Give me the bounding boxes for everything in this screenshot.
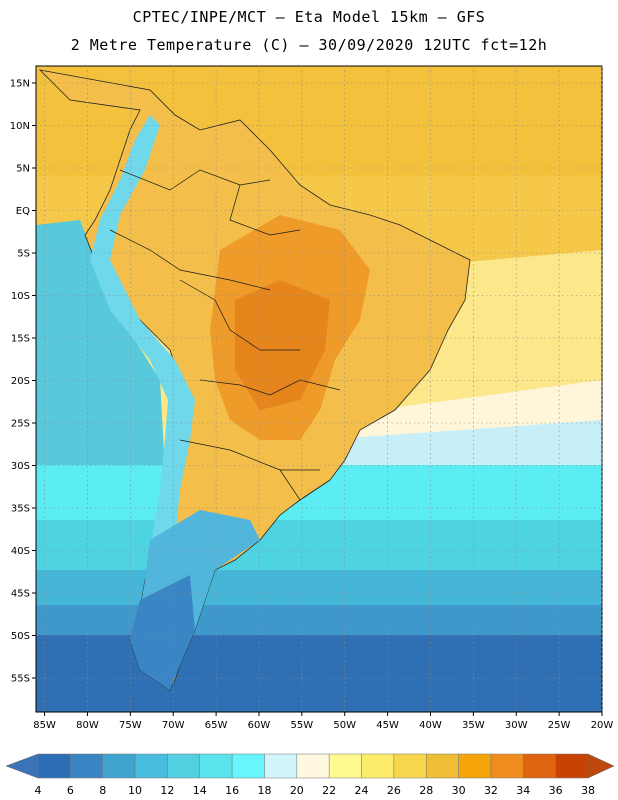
colorbar-label: 8	[99, 784, 106, 797]
longitude-label: 55W	[291, 720, 314, 731]
colorbar-label: 10	[128, 784, 142, 797]
longitude-labels: 85W 80W 75W 70W 65W 60W 55W 50W 45W 40W 35W 30W 25W 2…	[33, 720, 613, 731]
colorbar-bin	[425, 753, 459, 779]
colorbar-over-arrow	[587, 753, 615, 779]
colorbar-bin	[102, 753, 136, 779]
colorbar-label: 24	[355, 784, 369, 797]
colorbar-label: 14	[193, 784, 207, 797]
colorbar-label: 36	[549, 784, 563, 797]
latitude-label: 15S	[11, 334, 30, 345]
map-frame	[35, 65, 603, 713]
longitude-label: 25W	[548, 720, 571, 731]
latitude-label: 50S	[11, 631, 30, 642]
teal-sea-band	[36, 520, 602, 575]
latitude-label: 55S	[11, 674, 30, 685]
colorbar-label: 32	[484, 784, 498, 797]
longitude-label: 75W	[119, 720, 142, 731]
colorbar-bin	[523, 753, 556, 779]
colorbar-label: 18	[257, 784, 271, 797]
latitude-label: 30S	[11, 461, 30, 472]
andes-cool-spine	[90, 115, 195, 560]
colorbar-label: 4	[35, 784, 42, 797]
latitude-label: 10S	[11, 291, 30, 302]
patagonia-cold	[130, 575, 195, 690]
colorbar-label: 20	[290, 784, 304, 797]
lat-lon-grid	[32, 66, 603, 716]
colorbar-bin	[490, 753, 524, 779]
map-title-field: 2 Metre Temperature (C) – 30/09/2020 12U…	[70, 36, 548, 54]
colorbar-bin	[264, 753, 298, 779]
latitude-label: 35S	[11, 504, 30, 515]
latitude-label: 10N	[10, 121, 30, 132]
latitude-label: 20S	[11, 376, 30, 387]
temperature-field	[36, 66, 602, 712]
deep-blue-sea-band	[36, 635, 602, 712]
longitude-label: 80W	[76, 720, 99, 731]
colorbar-bin	[134, 753, 168, 779]
colorbar-label: 38	[581, 784, 595, 797]
colorbar-label: 6	[67, 784, 74, 797]
latitude-label: 15N	[10, 79, 30, 90]
colorbar-bin	[231, 753, 265, 779]
mid-blue-sea-band	[36, 605, 602, 640]
latitude-label: 5N	[16, 164, 30, 175]
longitude-label: 70W	[162, 720, 185, 731]
pacific-cool	[36, 220, 165, 470]
colorbar-bin	[393, 753, 427, 779]
longitude-label: 60W	[248, 720, 271, 731]
latitude-labels: 15N 10N 5N EQ 5S 10S 15S 20S 25S 30S 35S 40S 45S 50S 5…	[10, 79, 30, 685]
colorbar-label: 16	[225, 784, 239, 797]
latitude-label: 25S	[11, 419, 30, 430]
colorbar-bin	[199, 753, 233, 779]
colorbar-bin	[37, 753, 71, 779]
latitude-label: 40S	[11, 546, 30, 557]
latitude-label: 45S	[11, 589, 30, 600]
longitude-label: 50W	[333, 720, 356, 731]
colorbar-under-arrow	[5, 753, 39, 779]
latitude-label: 5S	[17, 249, 30, 260]
temperature-map: 15N 10N 5N EQ 5S 10S 15S 20S 25S 30S 35S 40S 45S 50S 5…	[10, 65, 613, 731]
temperature-colorbar: 4 6 8 10 12 14 16 18 20 22 24 26 28 30 32 34 36 38	[5, 753, 615, 797]
colorbar-bin	[458, 753, 492, 779]
blue-sea-band	[36, 570, 602, 610]
longitude-label: 65W	[205, 720, 228, 731]
colorbar-bin	[361, 753, 395, 779]
country-borders	[109, 169, 341, 501]
colorbar-bin	[167, 753, 201, 779]
colorbar-bin	[555, 753, 589, 779]
longitude-label: 30W	[505, 720, 528, 731]
longitude-label: 35W	[462, 720, 485, 731]
longitude-label: 40W	[419, 720, 442, 731]
colorbar-label: 22	[322, 784, 336, 797]
colorbar-label: 34	[516, 784, 530, 797]
longitude-label: 45W	[376, 720, 399, 731]
colorbar-label: 26	[387, 784, 401, 797]
colorbar-bin	[70, 753, 103, 779]
colorbar-label: 28	[419, 784, 433, 797]
longitude-label: 20W	[591, 720, 614, 731]
colorbar-label: 12	[160, 784, 174, 797]
colorbar-bin	[296, 753, 330, 779]
map-title-model: CPTEC/INPE/MCT – Eta Model 15km – GFS	[132, 8, 486, 26]
latitude-label: EQ	[16, 206, 30, 217]
longitude-label: 85W	[33, 720, 56, 731]
colorbar-bin	[328, 753, 362, 779]
colorbar-label: 30	[452, 784, 466, 797]
